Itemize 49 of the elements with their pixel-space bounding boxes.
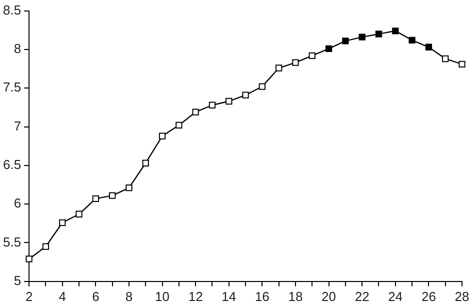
y-tick-label: 5 — [14, 272, 22, 288]
y-tick-label: 7 — [14, 118, 22, 134]
point — [208, 102, 216, 108]
y-tick-label: 5.5 — [2, 234, 22, 250]
x-tick-label: 4 — [58, 288, 66, 304]
x-tick-label: 14 — [222, 288, 236, 304]
point — [358, 34, 366, 40]
x-tick-label: 24 — [388, 288, 403, 304]
x-tick-label: 20 — [322, 288, 336, 304]
point — [408, 36, 416, 44]
point — [226, 98, 232, 105]
point — [158, 132, 166, 140]
y-tick-label: 7.5 — [2, 80, 22, 95]
x-tick-label: 22 — [354, 288, 370, 304]
point — [92, 195, 100, 202]
point — [258, 83, 266, 90]
x-tick-label: 18 — [288, 288, 303, 304]
y-tick-label: 8 — [14, 41, 22, 56]
point — [292, 59, 299, 66]
x-tick-label: 12 — [188, 288, 203, 304]
point — [325, 45, 332, 52]
x-tick-label: 26 — [421, 288, 436, 304]
point — [425, 44, 432, 50]
point — [192, 108, 199, 116]
x-tick-label: 6 — [92, 288, 100, 304]
point — [59, 219, 66, 226]
point — [442, 55, 449, 62]
point — [109, 192, 116, 199]
point — [142, 160, 149, 166]
y-tick-label: 6.5 — [2, 157, 22, 172]
point — [26, 256, 32, 262]
point — [126, 184, 132, 192]
point — [308, 52, 316, 59]
point — [375, 30, 382, 38]
point — [392, 28, 399, 34]
point — [242, 92, 249, 98]
point — [342, 38, 349, 44]
x-tick-label: 8 — [125, 288, 133, 304]
y-tick-label: 8.5 — [2, 2, 22, 18]
x-tick-label: 2 — [25, 288, 33, 304]
x-tick-label: 16 — [254, 288, 270, 304]
x-tick-label: 28 — [454, 288, 470, 304]
point — [76, 210, 82, 218]
point — [176, 122, 182, 129]
point — [276, 64, 282, 72]
y-tick-label: 6 — [14, 196, 22, 211]
point — [458, 60, 466, 68]
point — [42, 243, 50, 250]
x-tick-label: 10 — [155, 288, 170, 304]
